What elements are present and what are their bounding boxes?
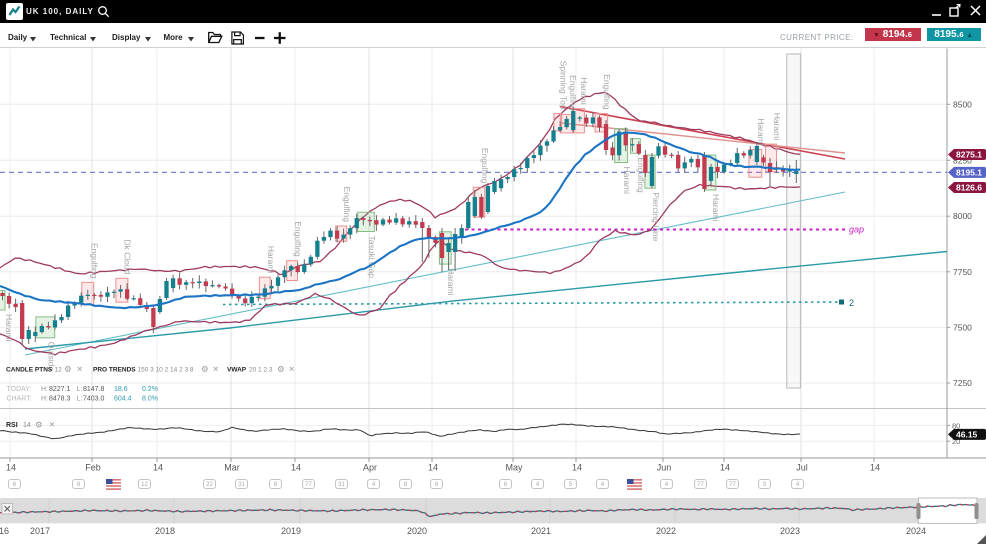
svg-text:80: 80 <box>952 421 960 430</box>
svg-text:CHART:: CHART: <box>7 396 32 403</box>
svg-text:Mar: Mar <box>224 463 240 473</box>
svg-text:VWAP: VWAP <box>227 367 247 374</box>
svg-text:✕: ✕ <box>213 365 219 374</box>
svg-text:8000: 8000 <box>953 211 972 221</box>
svg-text:Dk Cloud: Dk Cloud <box>123 239 133 274</box>
svg-text:2022: 2022 <box>656 526 676 536</box>
svg-text:Apr: Apr <box>363 463 377 473</box>
svg-text:12: 12 <box>55 367 63 374</box>
svg-text:H:: H: <box>41 386 48 393</box>
svg-text:2020: 2020 <box>407 526 427 536</box>
svg-text:8250: 8250 <box>953 155 972 165</box>
svg-text:L:: L: <box>77 396 83 403</box>
svg-text:Harami: Harami <box>266 246 276 274</box>
svg-text:Harami: Harami <box>4 314 14 342</box>
svg-text:Harami: Harami <box>711 194 721 222</box>
svg-text:8227.1: 8227.1 <box>49 386 71 393</box>
svg-text:14: 14 <box>572 463 582 473</box>
svg-text:7250: 7250 <box>953 378 972 388</box>
svg-text:8147.8: 8147.8 <box>83 386 105 393</box>
svg-text:8500: 8500 <box>953 99 972 109</box>
svg-text:RSI: RSI <box>6 422 18 429</box>
svg-text:7403.0: 7403.0 <box>83 396 105 403</box>
svg-text:8.0%: 8.0% <box>142 396 158 403</box>
svg-text:✕: ✕ <box>289 365 295 374</box>
svg-text:Jun: Jun <box>657 463 672 473</box>
svg-text:0.2%: 0.2% <box>142 386 158 393</box>
svg-text:Outside: Outside <box>47 342 57 372</box>
svg-text:Jul: Jul <box>796 463 808 473</box>
svg-text:150 3 10 2 14 2 3 8: 150 3 10 2 14 2 3 8 <box>138 367 194 374</box>
svg-text:Engulfing: Engulfing <box>90 243 100 279</box>
svg-text:Engulfing: Engulfing <box>480 148 490 184</box>
svg-text:L:: L: <box>77 386 83 393</box>
svg-text:Engulfing: Engulfing <box>568 75 578 111</box>
svg-text:2024: 2024 <box>906 526 926 536</box>
svg-text:Harami: Harami <box>446 268 456 296</box>
svg-text:2023: 2023 <box>780 526 800 536</box>
svg-text:Harami: Harami <box>756 118 766 146</box>
svg-text:Piercing Line: Piercing Line <box>651 192 661 241</box>
svg-text:H:: H: <box>41 396 48 403</box>
svg-text:14: 14 <box>291 463 301 473</box>
svg-text:⚙: ⚙ <box>35 420 43 430</box>
svg-text:20: 20 <box>952 437 960 446</box>
svg-text:14: 14 <box>870 463 880 473</box>
svg-text:TODAY:: TODAY: <box>7 386 32 393</box>
svg-text:14: 14 <box>428 463 438 473</box>
svg-text:⚙: ⚙ <box>277 364 285 374</box>
svg-text:⚙: ⚙ <box>201 364 209 374</box>
svg-text:604.4: 604.4 <box>114 396 132 403</box>
svg-text:Engulfing: Engulfing <box>636 157 646 193</box>
svg-text:May: May <box>505 463 523 473</box>
svg-text:Feb: Feb <box>85 463 101 473</box>
svg-text:8275.1: 8275.1 <box>956 150 982 160</box>
svg-text:20 1 2 3: 20 1 2 3 <box>249 367 273 374</box>
svg-text:Engulfing: Engulfing <box>293 221 303 257</box>
svg-text:18.6: 18.6 <box>114 386 128 393</box>
svg-text:7500: 7500 <box>953 322 972 332</box>
svg-text:2: 2 <box>849 298 854 308</box>
svg-text:7750: 7750 <box>953 267 972 277</box>
svg-text:14: 14 <box>153 463 163 473</box>
svg-text:14: 14 <box>6 463 16 473</box>
svg-text:16: 16 <box>0 526 9 536</box>
svg-text:2018: 2018 <box>155 526 175 536</box>
svg-text:Spinning Top: Spinning Top <box>559 61 569 110</box>
svg-text:14: 14 <box>23 422 31 429</box>
svg-text:Engulfing: Engulfing <box>602 74 612 110</box>
svg-text:Harami: Harami <box>772 113 782 141</box>
svg-text:⚙: ⚙ <box>64 364 72 374</box>
svg-text:Harami: Harami <box>579 77 589 105</box>
svg-text:Tasuki Gap: Tasuki Gap <box>367 236 377 279</box>
svg-text:gap: gap <box>849 225 864 235</box>
svg-text:PRO TRENDS: PRO TRENDS <box>93 367 136 374</box>
svg-text:2017: 2017 <box>30 526 50 536</box>
svg-text:✕: ✕ <box>49 420 55 429</box>
svg-text:8478.3: 8478.3 <box>49 396 71 403</box>
svg-text:14: 14 <box>720 463 730 473</box>
svg-text:2019: 2019 <box>281 526 301 536</box>
svg-text:8126.6: 8126.6 <box>956 183 982 193</box>
svg-text:8195.1: 8195.1 <box>956 167 982 177</box>
svg-text:46.15: 46.15 <box>956 429 978 439</box>
svg-text:CANDLE PTNS: CANDLE PTNS <box>6 367 53 374</box>
svg-text:Engulfing: Engulfing <box>342 187 352 223</box>
svg-text:✕: ✕ <box>77 365 83 374</box>
svg-text:Harami: Harami <box>622 167 632 195</box>
svg-text:2021: 2021 <box>531 526 551 536</box>
